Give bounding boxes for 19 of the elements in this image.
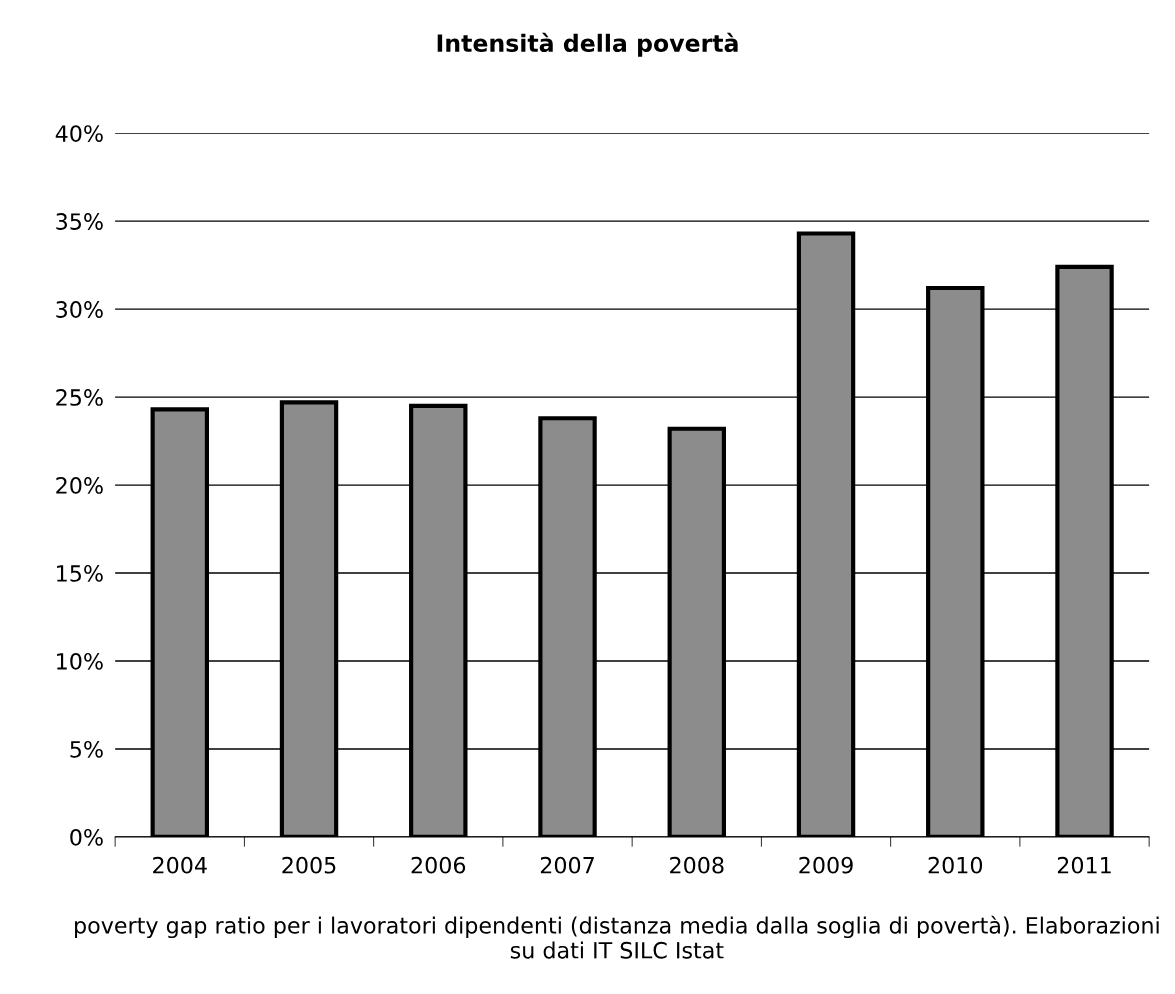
y-tick-label: 10% [57, 652, 103, 670]
y-tick-label: 5% [70, 740, 103, 758]
x-tick-label: 2007 [540, 856, 594, 874]
y-tick-label: 30% [56, 301, 103, 318]
y-tick-label: 0% [70, 828, 103, 846]
x-tick-label: 2005 [282, 856, 336, 874]
x-axis-title: poverty gap ratio per i lavoratori dipendenti (distanza media dalla soglia di povertà). Elaborazioni su dati IT SILC Istat [75, 915, 1159, 959]
y-tick-label: 15% [57, 564, 103, 582]
y-tick-label: 35% [56, 213, 103, 230]
y-tick-label: 25% [56, 389, 103, 406]
x-tick-label: 2008 [670, 856, 724, 874]
chart-title: Intensità della povertà [437, 32, 738, 57]
x-tick-label: 2010 [928, 856, 983, 874]
x-tick-label: 2011 [1057, 856, 1111, 874]
y-tick-label: 20% [56, 477, 103, 494]
x-tick-label: 2009 [799, 856, 853, 874]
x-tick-label: 2004 [153, 856, 207, 874]
y-tick-label: 40% [55, 125, 103, 142]
x-tick-label: 2006 [411, 856, 466, 874]
